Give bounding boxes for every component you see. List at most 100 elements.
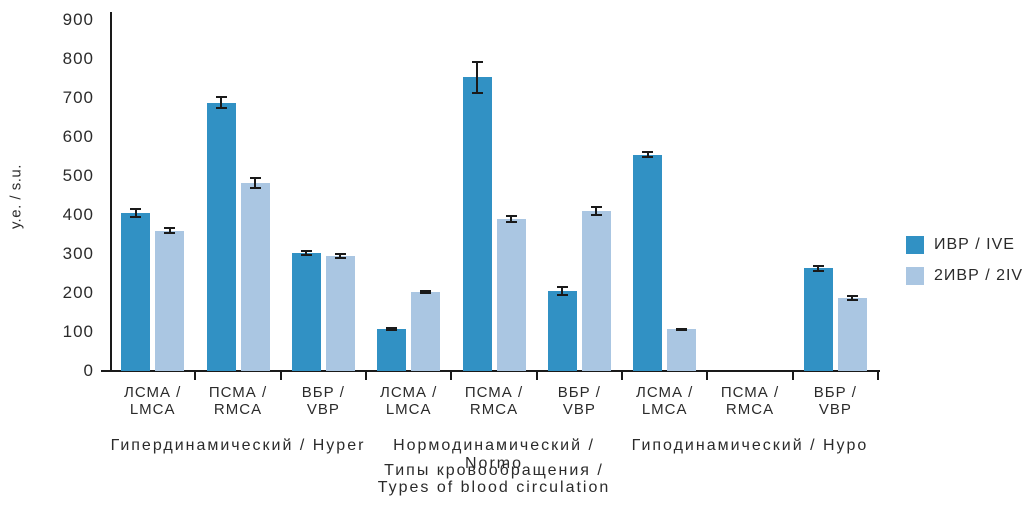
category-label: ПСМА / RMCA [451, 384, 536, 418]
x-tick [365, 371, 367, 380]
x-tick [279, 371, 282, 380]
error-bar-line [305, 250, 308, 257]
error-bar-cap [249, 186, 261, 189]
legend-item: 2ИВР / 2IVE [906, 267, 1024, 285]
category-label-line: RMCA [213, 401, 263, 418]
group-label: Гиподинамический / Hypo [631, 437, 869, 454]
y-tick-label: 900 [62, 10, 94, 29]
x-tick [706, 371, 709, 380]
error-bar-cap [334, 252, 346, 255]
error-bar-cap [386, 329, 398, 332]
error-bar-cap [676, 328, 688, 331]
category-label-line: ВБР / [301, 384, 345, 401]
error-bar-cap [300, 250, 312, 253]
error-bar-cap [846, 295, 858, 298]
bar [325, 255, 355, 371]
error-bar-line [851, 295, 854, 301]
error-bar-cap [471, 60, 483, 63]
error-bar [642, 151, 654, 158]
category-label: ЛСМА / LMCA [622, 384, 707, 418]
category-label: ЛСМА / LMCA [110, 384, 195, 418]
category-label-line: LMCA [385, 401, 432, 418]
bar [121, 213, 151, 371]
category-label-line: LMCA [129, 401, 176, 418]
error-bar [471, 60, 483, 94]
error-bar-cap [590, 206, 602, 209]
category-label: ПСМА / RMCA [195, 384, 280, 418]
error-bar-cap [386, 327, 398, 330]
category-label-line: VBP [562, 401, 596, 418]
error-bar [590, 206, 602, 216]
bar [240, 183, 270, 371]
y-tick-label: 700 [62, 88, 94, 107]
error-bar [386, 327, 398, 332]
legend-label: 2ИВР / 2IVE [934, 267, 1024, 284]
x-axis-title-line: Types of blood circulation [377, 479, 611, 496]
error-bar-cap [676, 327, 688, 330]
error-bar-cap [471, 91, 483, 94]
category-label: ПСМА / RMCA [707, 384, 792, 418]
error-bar [300, 250, 312, 257]
y-axis-title: у.е. / s.u. [7, 164, 25, 229]
error-bar-cap [642, 155, 654, 158]
error-bar-cap [164, 227, 176, 230]
x-axis-title: Типы кровообращения / Types of blood circ… [110, 462, 878, 496]
y-axis-zero-tick [101, 370, 118, 372]
error-bar-cap [420, 292, 432, 295]
y-tick-label: 100 [62, 322, 94, 341]
error-bar-line [817, 264, 820, 273]
bar [633, 154, 663, 371]
error-bar [812, 264, 824, 273]
error-bar-cap [420, 289, 432, 292]
bar [837, 298, 867, 371]
bar [155, 230, 185, 371]
error-bar-cap [215, 96, 227, 99]
x-tick [791, 371, 794, 380]
category-label-line: LMCA [641, 401, 688, 418]
x-tick [535, 371, 538, 380]
error-bar [249, 177, 261, 189]
x-tick [194, 371, 197, 380]
error-bar-cap [334, 257, 346, 260]
error-bar [420, 289, 432, 295]
error-bar [846, 295, 858, 301]
bar [377, 329, 407, 371]
y-tick-label: 500 [62, 166, 94, 185]
y-tick-label: 0 [83, 361, 94, 380]
error-bar-cap [300, 254, 312, 257]
error-bar-cap [130, 208, 142, 211]
error-bar [334, 252, 346, 260]
error-bar-cap [556, 293, 568, 296]
error-bar [676, 327, 688, 331]
error-bar-cap [505, 220, 517, 223]
x-tick [621, 371, 623, 380]
legend: ИВР / IVE 2ИВР / 2IVE [906, 236, 1024, 298]
y-tick-label: 800 [62, 49, 94, 68]
error-bar-cap [164, 232, 176, 235]
category-label-line: ЛСМА / [379, 384, 438, 401]
category-label-line: RMCA [725, 401, 775, 418]
error-bar [556, 286, 568, 296]
category-label-line: ВБР / [813, 384, 857, 401]
x-tick [877, 371, 879, 380]
legend-swatch [906, 236, 924, 254]
error-bar [505, 215, 517, 223]
category-label: ВБР / VBP [537, 384, 622, 418]
y-tick-label: 600 [62, 127, 94, 146]
category-label-line: RMCA [469, 401, 519, 418]
category-label: ВБР / VBP [281, 384, 366, 418]
category-label: ЛСМА / LMCA [366, 384, 451, 418]
error-bar-line [510, 215, 512, 223]
error-bar-line [220, 96, 222, 109]
legend-label: ИВР / IVE [934, 236, 1015, 253]
error-bar-line [646, 151, 649, 158]
bar [291, 253, 321, 371]
error-bar [130, 208, 142, 218]
bar [547, 291, 577, 371]
legend-swatch [906, 267, 924, 285]
error-bar-cap [130, 215, 142, 218]
x-axis-title-line: Типы кровообращения / [384, 462, 604, 479]
bar [581, 211, 611, 371]
y-tick-label: 400 [62, 205, 94, 224]
